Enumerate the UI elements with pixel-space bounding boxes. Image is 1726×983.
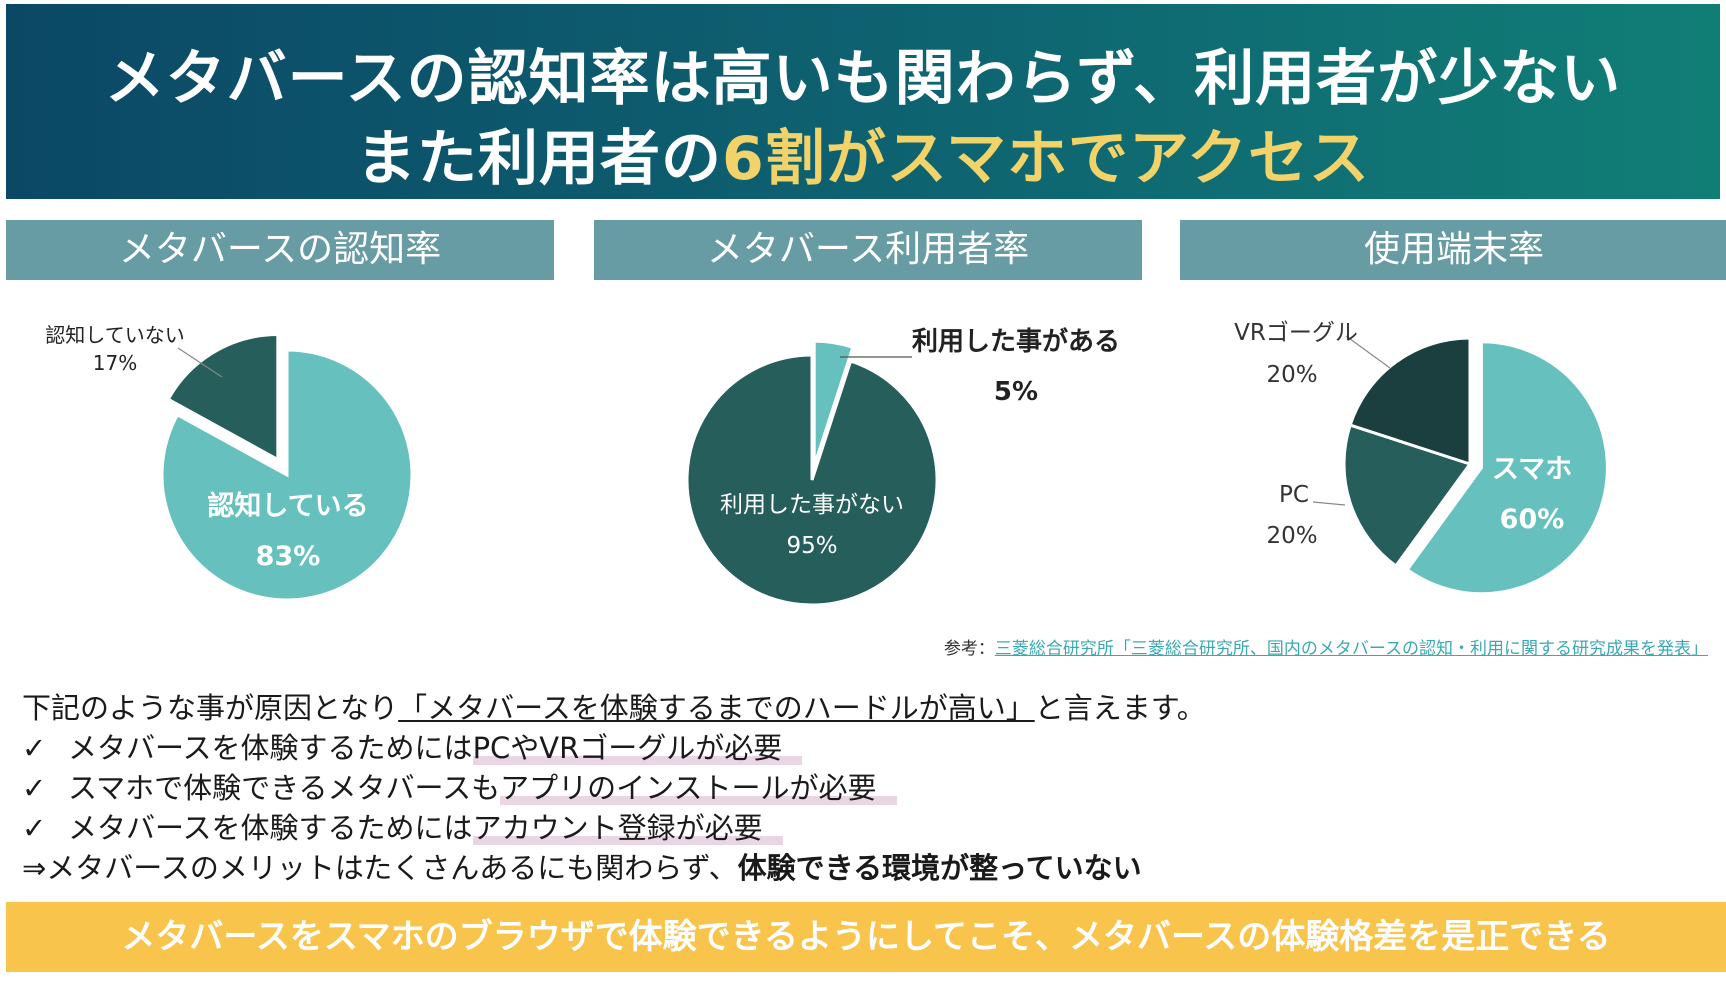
pie-slice-not-aware [166, 333, 280, 463]
headline-highlight: 6割がスマホでアクセス [722, 124, 1370, 194]
page-header: メタバースの認知率は高いも関わらず、利用者が少ない また利用者の6割がスマホでア… [6, 4, 1720, 199]
pie-chart-awareness: 認知していない 17% 認知している 83% [45, 323, 414, 602]
body-text: 下記のような事が原因となり「メタバースを体験するまでのハードルが高い」と言えます… [22, 688, 1702, 888]
conclusion-line: ⇒メタバースのメリットはたくさんあるにも関わらず、体験できる環境が整っていない [22, 848, 1702, 888]
label-used: 利用した事がある [912, 326, 1120, 357]
label-smartphone: スマホ [1492, 454, 1572, 485]
check-icon: ✓ [22, 811, 47, 845]
value-not-aware: 17% [93, 351, 137, 375]
leader-line-pc [1312, 501, 1346, 506]
label-aware: 認知している [207, 490, 368, 522]
leader-line-vr-goggle [1345, 335, 1391, 369]
conclusion-prefix: ⇒メタバースのメリットはたくさんあるにも関わらず、 [22, 851, 738, 885]
bullet-prefix: メタバースを体験するためには [68, 811, 473, 845]
headline-line-1: メタバースの認知率は高いも関わらず、利用者が少ない [104, 44, 1622, 114]
section-title-usage: メタバース利用者率 [594, 220, 1142, 280]
source-citation: 参考：三菱総合研究所「三菱総合研究所、国内のメタバースの認知・利用に関する研究成… [944, 634, 1708, 659]
label-pc: PC [1279, 482, 1309, 508]
check-icon: ✓ [22, 731, 47, 765]
footer-banner: メタバースをスマホのブラウザで体験できるようにしてこそ、メタバースの体験格差を是… [6, 902, 1726, 972]
pie-chart-usage: 利用した事がある 5% 利用した事がない 95% [685, 326, 1120, 607]
bullet-marked: アカウント登録が必要 [472, 811, 783, 845]
pie-slice-pc [1342, 423, 1473, 569]
headline-line-2: また利用者の6割がスマホでアクセス [6, 110, 1720, 197]
value-smartphone: 60% [1500, 504, 1565, 535]
pie-slice-not-used [685, 353, 939, 607]
bullet-item: ✓ メタバースを体験するためにはPCやVRゴーグルが必要 [22, 728, 1702, 768]
intro-prefix: 下記のような事が原因となり [22, 691, 399, 725]
label-vr-goggle: VRゴーグル [1234, 320, 1358, 346]
pie-chart-device: VRゴーグル 20% PC 20% スマホ 60% [1234, 320, 1609, 596]
bullet-marked: アプリのインストールが必要 [500, 771, 897, 805]
section-title-device: 使用端末率 [1180, 220, 1726, 280]
check-icon: ✓ [22, 771, 47, 805]
conclusion-bold: 体験できる環境が整っていない [737, 851, 1142, 885]
bullet-item: ✓ スマホで体験できるメタバースもアプリのインストールが必要 [22, 768, 1702, 808]
headline-line-2-prefix: また利用者の [356, 124, 723, 194]
bullet-item: ✓ メタバースを体験するためにはアカウント登録が必要 [22, 808, 1702, 848]
source-prefix: 参考： [943, 639, 995, 659]
bullet-prefix: メタバースを体験するためには [68, 731, 473, 765]
value-aware: 83% [256, 541, 321, 572]
source-link[interactable]: 三菱総合研究所「三菱総合研究所、国内のメタバースの認知・利用に関する研究成果を発… [994, 639, 1708, 659]
intro-suffix: と言えます。 [1034, 691, 1206, 725]
label-not-used: 利用した事がない [720, 492, 904, 518]
pie-slice-vr-goggle [1348, 336, 1472, 467]
value-vr-goggle: 20% [1266, 362, 1317, 388]
value-used: 5% [994, 377, 1038, 407]
pie-slice-smartphone [1405, 340, 1609, 596]
intro-underlined: 「メタバースを体験するまでのハードルが高い」 [398, 691, 1035, 725]
bullet-marked: PCやVRゴーグルが必要 [472, 731, 803, 765]
pie-slice-used [812, 339, 855, 467]
value-not-used: 95% [786, 533, 837, 559]
label-not-aware: 認知していない [45, 323, 184, 347]
pie-slice-aware [160, 348, 414, 602]
value-pc: 20% [1266, 523, 1317, 549]
bullet-prefix: スマホで体験できるメタバースも [68, 771, 501, 805]
intro-line: 下記のような事が原因となり「メタバースを体験するまでのハードルが高い」と言えます… [22, 688, 1702, 728]
section-title-awareness: メタバースの認知率 [6, 220, 554, 280]
leader-line-not-aware [177, 347, 223, 378]
